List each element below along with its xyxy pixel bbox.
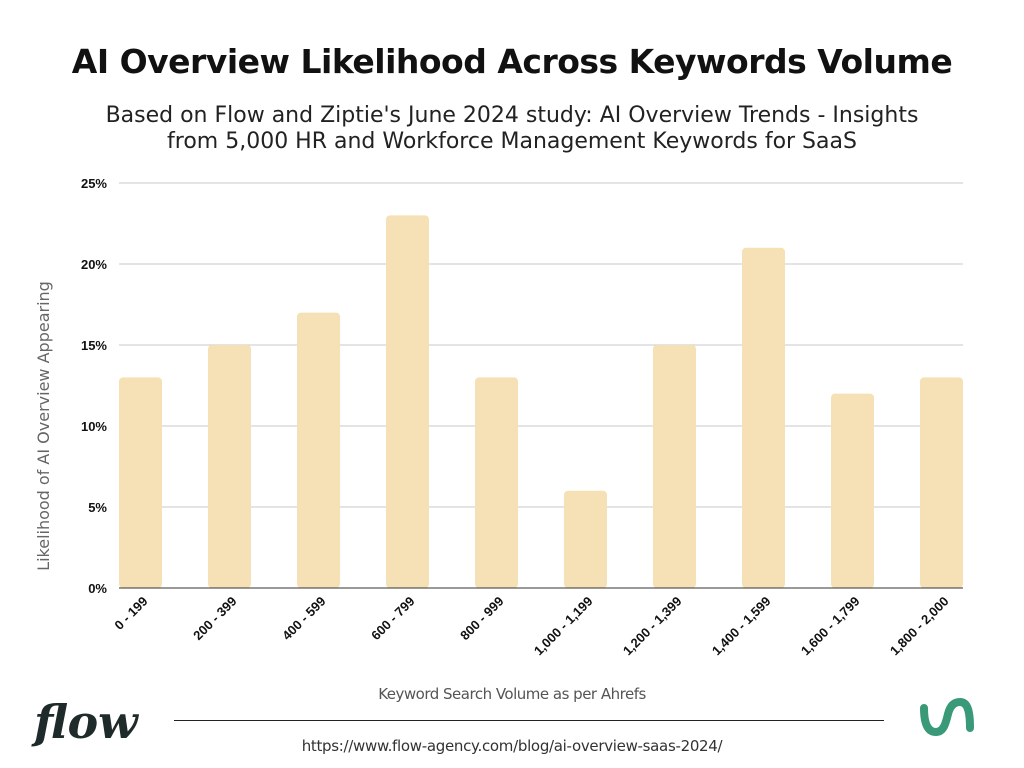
y-axis-label: Likelihood of AI Overview Appearing <box>34 281 53 571</box>
x-tick-label: 200 - 399 <box>190 594 239 643</box>
x-tick-label: 1,800 - 2,000 <box>887 594 952 659</box>
x-tick-label: 1,000 - 1,199 <box>531 594 596 659</box>
bar <box>653 345 696 588</box>
bar <box>208 345 251 588</box>
y-tick-label: 10% <box>81 419 107 434</box>
x-tick-label: 1,200 - 1,399 <box>620 594 685 659</box>
bar <box>297 312 340 588</box>
y-tick-label: 5% <box>88 500 107 515</box>
x-tick-label: 0 - 199 <box>111 594 150 633</box>
y-tick-label: 25% <box>81 176 107 191</box>
x-tick-label: 400 - 599 <box>279 594 328 643</box>
x-tick-label: 1,600 - 1,799 <box>798 594 863 659</box>
x-tick-label: 600 - 799 <box>368 594 417 643</box>
bars <box>119 215 963 589</box>
bar <box>475 377 518 588</box>
x-axis-ticks: 0 - 199 200 - 399 400 - 599 600 - 799 800 - … <box>111 594 951 659</box>
x-tick-label: 800 - 999 <box>457 594 506 643</box>
ziptie-logo-icon <box>918 697 980 743</box>
bar <box>831 393 874 588</box>
y-tick-label: 15% <box>81 338 107 353</box>
footer-divider <box>174 720 884 721</box>
x-axis-label: Keyword Search Volume as per Ahrefs <box>378 685 646 703</box>
flow-logo: flow <box>30 690 140 761</box>
flow-logo-text: flow <box>31 695 139 749</box>
bar-chart: 0% 5% 10% 15% 20% 25% 0 - 199 200 - 399 400 - 5… <box>34 176 963 659</box>
bar <box>742 247 785 589</box>
bar <box>386 215 429 588</box>
x-tick-label: 1,400 - 1,599 <box>709 594 774 659</box>
chart-title: AI Overview Likelihood Across Keywords V… <box>71 42 953 81</box>
y-axis-ticks: 0% 5% 10% 15% 20% 25% <box>81 176 107 596</box>
bar <box>920 377 963 588</box>
y-tick-label: 20% <box>81 257 107 272</box>
bar <box>119 377 162 588</box>
chart-subtitle: Based on Flow and Ziptie's June 2024 stu… <box>105 103 919 154</box>
bar <box>564 490 607 588</box>
source-url[interactable]: https://www.flow-agency.com/blog/ai-over… <box>301 737 723 755</box>
y-tick-label: 0% <box>88 581 107 596</box>
